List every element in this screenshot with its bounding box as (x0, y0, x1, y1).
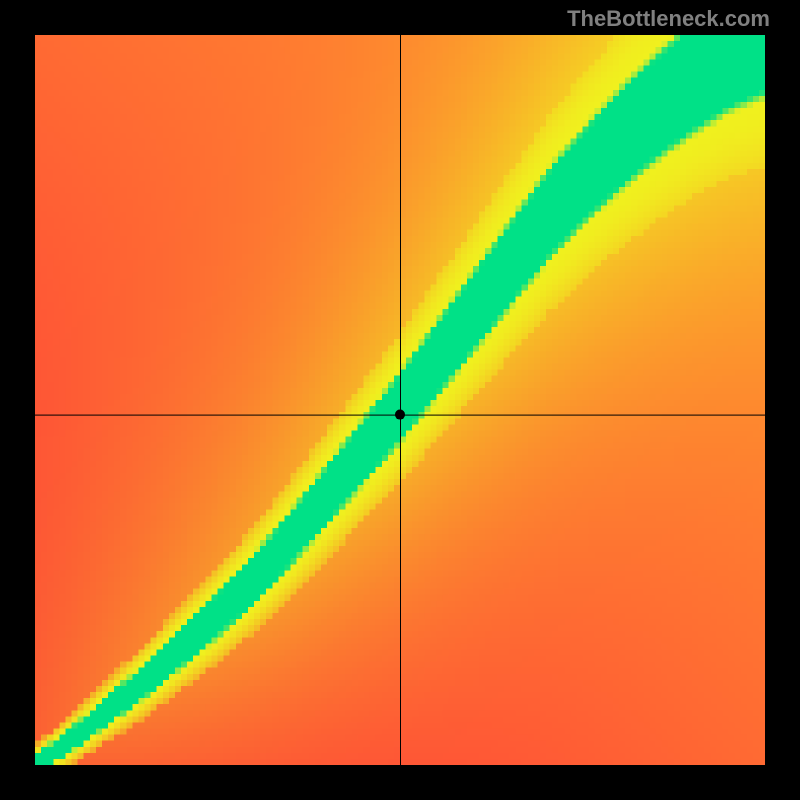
plot-area (35, 35, 765, 765)
chart-container: TheBottleneck.com (0, 0, 800, 800)
watermark-text: TheBottleneck.com (567, 6, 770, 32)
overlay-canvas (35, 35, 765, 765)
